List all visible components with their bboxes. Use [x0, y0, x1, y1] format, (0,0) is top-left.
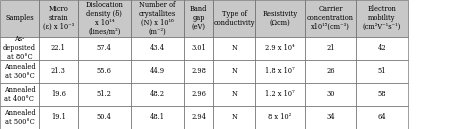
- Bar: [0, 37, 39, 60]
- Text: 50.4: 50.4: [97, 114, 112, 122]
- Bar: [213, 83, 255, 106]
- Bar: [356, 106, 408, 129]
- Bar: [184, 0, 213, 37]
- Bar: [213, 106, 255, 129]
- Bar: [356, 0, 408, 37]
- Text: 51.2: 51.2: [97, 90, 112, 98]
- Text: 48.1: 48.1: [150, 114, 165, 122]
- Bar: [131, 106, 184, 129]
- Bar: [356, 60, 408, 83]
- Bar: [39, 60, 78, 83]
- Bar: [184, 106, 213, 129]
- Text: Dislocation
density (δ)
x 10¹⁴
(lines/m²): Dislocation density (δ) x 10¹⁴ (lines/m²…: [85, 1, 123, 36]
- Text: N: N: [231, 44, 237, 52]
- Bar: [356, 37, 408, 60]
- Text: 2.9 x 10⁴: 2.9 x 10⁴: [265, 44, 295, 52]
- Text: 57.4: 57.4: [97, 44, 112, 52]
- Text: 48.2: 48.2: [150, 90, 165, 98]
- Bar: [39, 0, 78, 37]
- Text: 26: 26: [326, 67, 335, 75]
- Bar: [356, 83, 408, 106]
- Text: 21.3: 21.3: [51, 67, 66, 75]
- Bar: [213, 60, 255, 83]
- Text: N: N: [231, 67, 237, 75]
- Text: 8 x 10²: 8 x 10²: [268, 114, 292, 122]
- Text: 44.9: 44.9: [150, 67, 165, 75]
- Bar: [131, 60, 184, 83]
- Text: 1.8 x 10⁷: 1.8 x 10⁷: [265, 67, 295, 75]
- Text: Carrier
concentration
x10¹⁵(cm⁻³): Carrier concentration x10¹⁵(cm⁻³): [307, 5, 354, 31]
- Bar: [184, 60, 213, 83]
- Text: 22.1: 22.1: [51, 44, 66, 52]
- Text: Band
gap
(eV): Band gap (eV): [190, 5, 207, 31]
- Text: 64: 64: [377, 114, 386, 122]
- Bar: [39, 83, 78, 106]
- Text: 1.2 x 10⁷: 1.2 x 10⁷: [265, 90, 295, 98]
- Text: 58: 58: [378, 90, 386, 98]
- Text: 30: 30: [326, 90, 335, 98]
- Bar: [131, 37, 184, 60]
- Text: 3.01: 3.01: [191, 44, 206, 52]
- Text: Samples: Samples: [5, 14, 34, 22]
- Text: 2.96: 2.96: [191, 90, 206, 98]
- Bar: [305, 0, 356, 37]
- Text: Micro
strain
(ε) x 10⁻³: Micro strain (ε) x 10⁻³: [43, 5, 74, 31]
- Bar: [39, 106, 78, 129]
- Bar: [305, 60, 356, 83]
- Bar: [78, 106, 131, 129]
- Bar: [255, 83, 305, 106]
- Bar: [184, 83, 213, 106]
- Text: N: N: [231, 90, 237, 98]
- Bar: [131, 83, 184, 106]
- Text: 21: 21: [326, 44, 335, 52]
- Bar: [78, 60, 131, 83]
- Bar: [0, 106, 39, 129]
- Text: Number of
crystallites
(N) x 10¹⁶
(m⁻²): Number of crystallites (N) x 10¹⁶ (m⁻²): [139, 1, 176, 36]
- Bar: [255, 0, 305, 37]
- Text: 51: 51: [378, 67, 386, 75]
- Text: 55.6: 55.6: [97, 67, 112, 75]
- Bar: [131, 0, 184, 37]
- Bar: [255, 106, 305, 129]
- Bar: [0, 83, 39, 106]
- Text: 2.94: 2.94: [191, 114, 206, 122]
- Text: Annealed
at 500°C: Annealed at 500°C: [4, 109, 35, 126]
- Text: 19.1: 19.1: [51, 114, 66, 122]
- Text: 42: 42: [377, 44, 386, 52]
- Text: 43.4: 43.4: [150, 44, 165, 52]
- Bar: [78, 0, 131, 37]
- Text: Annealed
at 400°C: Annealed at 400°C: [4, 86, 35, 103]
- Text: 2.98: 2.98: [191, 67, 206, 75]
- Bar: [213, 37, 255, 60]
- Text: Resistivity
(Ωcm): Resistivity (Ωcm): [262, 10, 298, 27]
- Text: Electron
mobility
(cm²V⁻¹s⁻¹): Electron mobility (cm²V⁻¹s⁻¹): [363, 5, 401, 31]
- Text: 34: 34: [326, 114, 335, 122]
- Bar: [0, 60, 39, 83]
- Bar: [78, 37, 131, 60]
- Text: As-
deposited
at 80°C: As- deposited at 80°C: [3, 35, 36, 61]
- Bar: [39, 37, 78, 60]
- Text: Type of
conductivity: Type of conductivity: [213, 10, 255, 27]
- Bar: [184, 37, 213, 60]
- Text: Annealed
at 300°C: Annealed at 300°C: [4, 63, 35, 80]
- Bar: [305, 37, 356, 60]
- Bar: [78, 83, 131, 106]
- Text: 19.6: 19.6: [51, 90, 66, 98]
- Text: N: N: [231, 114, 237, 122]
- Bar: [305, 106, 356, 129]
- Bar: [213, 0, 255, 37]
- Bar: [305, 83, 356, 106]
- Bar: [255, 60, 305, 83]
- Bar: [255, 37, 305, 60]
- Bar: [0, 0, 39, 37]
